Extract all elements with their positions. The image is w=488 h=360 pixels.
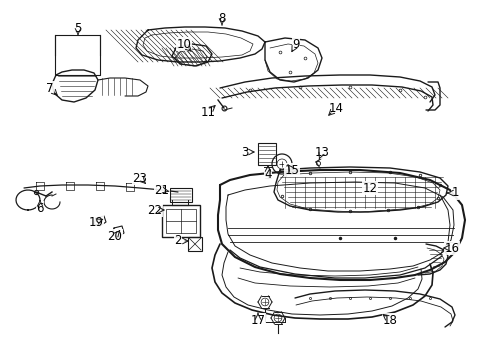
Text: 14: 14 bbox=[328, 102, 343, 114]
Text: 18: 18 bbox=[382, 314, 397, 327]
Text: 20: 20 bbox=[107, 230, 122, 243]
Text: 6: 6 bbox=[36, 202, 43, 215]
Text: 2: 2 bbox=[174, 234, 182, 248]
Text: 15: 15 bbox=[284, 163, 299, 176]
Text: 13: 13 bbox=[314, 145, 329, 158]
Text: 19: 19 bbox=[88, 216, 103, 229]
Text: 5: 5 bbox=[74, 22, 81, 35]
Text: 9: 9 bbox=[292, 37, 299, 50]
Text: 8: 8 bbox=[218, 12, 225, 24]
Text: 17: 17 bbox=[250, 314, 265, 327]
Text: 23: 23 bbox=[132, 171, 147, 184]
Text: 7: 7 bbox=[46, 81, 54, 94]
Text: 16: 16 bbox=[444, 242, 459, 255]
Text: 3: 3 bbox=[241, 145, 248, 158]
Text: 21: 21 bbox=[154, 184, 169, 197]
Text: 22: 22 bbox=[147, 203, 162, 216]
Text: 1: 1 bbox=[450, 186, 458, 199]
Text: 11: 11 bbox=[200, 105, 215, 118]
Text: 10: 10 bbox=[176, 37, 191, 50]
Text: 4: 4 bbox=[264, 168, 271, 181]
Text: 12: 12 bbox=[362, 181, 377, 194]
